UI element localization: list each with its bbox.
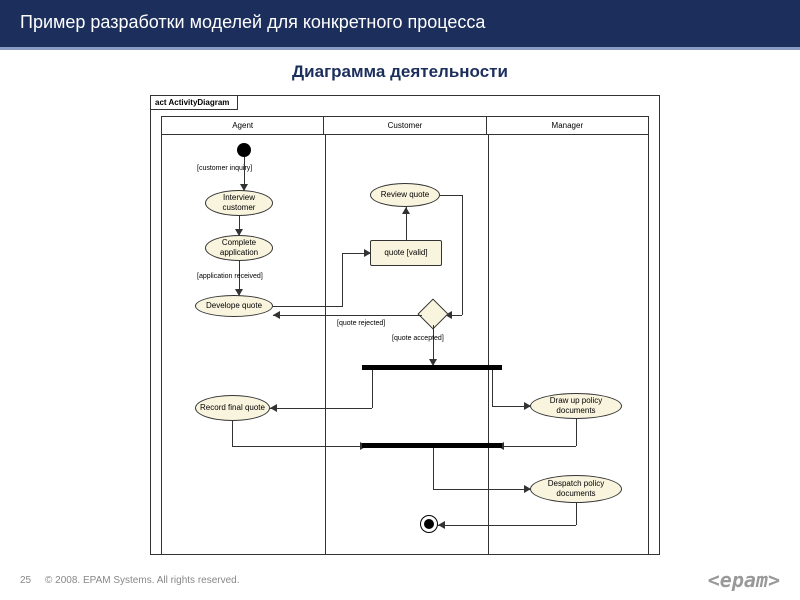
arrow [402,207,410,214]
lane-agent: Agent [162,117,324,134]
lane-headers: Agent Customer Manager [162,117,648,135]
divider-1 [325,135,326,554]
guard-app-received: [application received] [197,273,263,280]
lane-customer: Customer [324,117,486,134]
edge [433,448,434,489]
edge [232,446,367,447]
slide-header: Пример разработки моделей для конкретног… [0,0,800,50]
edge [270,408,372,409]
activity-complete: Complete application [205,235,273,261]
activity-diagram-frame: act ActivityDiagram Agent Customer Manag… [150,95,660,555]
join-bar [362,443,502,448]
arrow [270,404,277,412]
edge [576,419,577,446]
frame-label: act ActivityDiagram [151,96,238,110]
arrow [438,521,445,529]
activity-interview: Interview customer [205,190,273,216]
edge [438,525,576,526]
final-node [420,515,438,533]
edge [273,315,422,316]
edge [497,446,576,447]
footer: 25 © 2008. EPAM Systems. All rights rese… [0,568,800,592]
activity-record: Record final quote [195,395,270,421]
edge [433,489,530,490]
page-number: 25 [20,575,31,586]
fork-bar [362,365,502,370]
edge [576,503,577,525]
edge [342,253,343,306]
activity-drawup: Draw up policy documents [530,393,622,419]
edge [372,370,373,408]
guard-rejected: [quote rejected] [337,320,385,327]
edge [492,370,493,406]
object-quote-valid: quote [valid] [370,240,442,266]
activity-review: Review quote [370,183,440,207]
swimlanes: Agent Customer Manager [customer inquiry… [161,116,649,554]
activity-despatch: Despatch policy documents [530,475,622,503]
edge [273,306,343,307]
initial-node [237,143,251,157]
lane-manager: Manager [487,117,648,134]
slide-title: Пример разработки моделей для конкретног… [20,12,485,32]
divider-2 [488,135,489,554]
edge [232,421,233,446]
guard-accepted: [quote accepted] [392,335,444,342]
edge [462,195,463,315]
arrow [273,311,280,319]
edge [440,195,462,196]
activity-develope: Develope quote [195,295,273,317]
diagram-title: Диаграмма деятельности [0,62,800,82]
copyright: © 2008. EPAM Systems. All rights reserve… [45,575,239,586]
footer-left: 25 © 2008. EPAM Systems. All rights rese… [20,575,240,586]
epam-logo: <epam> [708,568,780,592]
guard-customer-inquiry: [customer inquiry] [197,165,252,172]
lane-body: [customer inquiry] Interview customer Co… [162,135,648,554]
